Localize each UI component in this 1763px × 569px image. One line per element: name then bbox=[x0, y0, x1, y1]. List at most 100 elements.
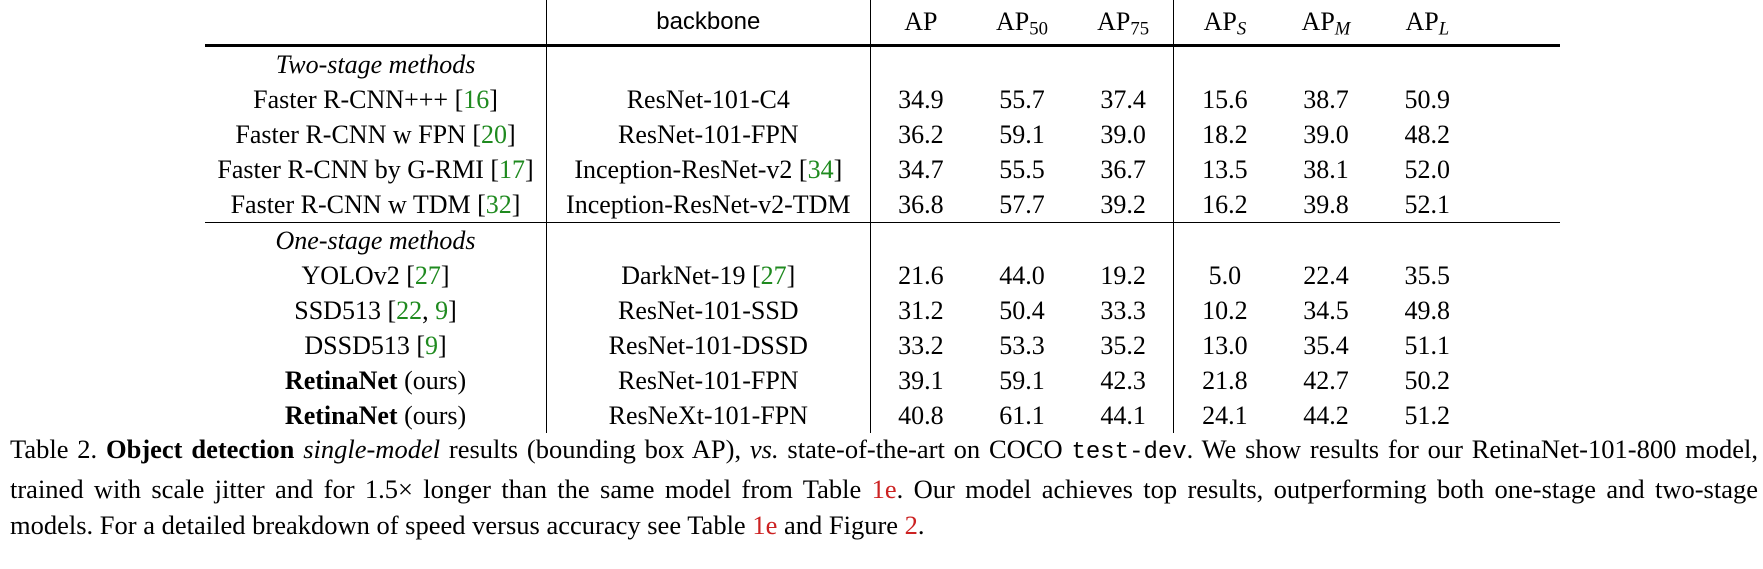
apm-header: APM bbox=[1301, 7, 1351, 40]
backbone-cell: Inception-ResNet-v2-TDM bbox=[546, 187, 870, 223]
ap-cell: 39.1 bbox=[869, 363, 972, 398]
citation-link[interactable]: 27 bbox=[760, 261, 787, 290]
ap50-cell: 50.4 bbox=[999, 296, 1045, 325]
section-one-stage: One-stage methods bbox=[205, 222, 1560, 258]
method-cell: YOLOv2 [27] bbox=[301, 261, 450, 290]
table-row: Faster R-CNN w TDM [32] Inception-ResNet… bbox=[205, 187, 1560, 223]
apl-cell: 50.9 bbox=[1404, 85, 1451, 114]
apl-header: APL bbox=[1405, 7, 1450, 40]
backbone-cell: Inception-ResNet-v2 [34] bbox=[546, 152, 870, 187]
backbone-header: backbone bbox=[546, 0, 870, 46]
aps-cell: 13.0 bbox=[1173, 328, 1276, 363]
ap50-cell: 53.3 bbox=[999, 331, 1045, 360]
method-cell: Faster R-CNN by G-RMI [17] bbox=[217, 155, 534, 184]
ap75-cell: 39.2 bbox=[1100, 190, 1146, 219]
section-two-stage: Two-stage methods bbox=[205, 45, 1560, 82]
ap-header: AP bbox=[869, 0, 972, 46]
ap75-cell: 39.0 bbox=[1100, 120, 1146, 149]
aps-cell: 13.5 bbox=[1173, 152, 1276, 187]
aps-cell: 16.2 bbox=[1173, 187, 1276, 223]
ap50-cell: 59.1 bbox=[999, 366, 1045, 395]
ap50-cell: 44.0 bbox=[999, 261, 1045, 290]
table-row: RetinaNet (ours) ResNeXt-101-FPN 40.8 61… bbox=[205, 398, 1560, 433]
apl-cell: 48.2 bbox=[1404, 120, 1451, 149]
table-row: DSSD513 [9] ResNet-101-DSSD 33.2 53.3 35… bbox=[205, 328, 1560, 363]
apm-cell: 44.2 bbox=[1303, 401, 1349, 430]
table-row: YOLOv2 [27] DarkNet-19 [27] 21.6 44.0 19… bbox=[205, 258, 1560, 293]
ap-cell: 40.8 bbox=[869, 398, 972, 433]
citation-link[interactable]: 16 bbox=[463, 85, 490, 114]
table-caption: Table 2. Object detection single-model r… bbox=[10, 433, 1759, 540]
ap75-cell: 37.4 bbox=[1100, 85, 1146, 114]
ap75-cell: 44.1 bbox=[1100, 401, 1146, 430]
ap75-cell: 33.3 bbox=[1100, 296, 1146, 325]
method-cell: Faster R-CNN w FPN [20] bbox=[235, 120, 516, 149]
method-cell: RetinaNet (ours) bbox=[284, 366, 467, 395]
section-label: One-stage methods bbox=[205, 222, 547, 258]
aps-cell: 10.2 bbox=[1173, 293, 1276, 328]
apm-cell: 39.8 bbox=[1303, 190, 1349, 219]
table-row: Faster R-CNN by G-RMI [17] Inception-Res… bbox=[205, 152, 1560, 187]
citation-link[interactable]: 22 bbox=[396, 296, 423, 325]
ap50-header: AP50 bbox=[996, 7, 1048, 40]
ap75-cell: 36.7 bbox=[1100, 155, 1146, 184]
table-ref-link[interactable]: 1e bbox=[752, 509, 778, 540]
apm-cell: 39.0 bbox=[1303, 120, 1349, 149]
ap50-cell: 57.7 bbox=[999, 190, 1045, 219]
apm-cell: 42.7 bbox=[1303, 366, 1349, 395]
backbone-cell: ResNet-101-FPN bbox=[546, 363, 870, 398]
ap-cell: 36.8 bbox=[869, 187, 972, 223]
aps-cell: 21.8 bbox=[1173, 363, 1276, 398]
backbone-cell: ResNet-101-C4 bbox=[546, 82, 870, 117]
ap75-cell: 35.2 bbox=[1100, 331, 1146, 360]
apl-cell: 52.1 bbox=[1404, 190, 1451, 219]
citation-link[interactable]: 17 bbox=[499, 155, 526, 184]
ap-cell: 36.2 bbox=[869, 117, 972, 152]
apm-cell: 34.5 bbox=[1303, 296, 1349, 325]
ap75-cell: 42.3 bbox=[1100, 366, 1146, 395]
citation-link[interactable]: 20 bbox=[481, 120, 507, 149]
method-cell: SSD513 [22, 9] bbox=[294, 296, 457, 325]
aps-cell: 15.6 bbox=[1173, 82, 1276, 117]
apl-cell: 35.5 bbox=[1404, 261, 1451, 290]
apm-cell: 22.4 bbox=[1303, 261, 1349, 290]
table-row: Faster R-CNN+++ [16] ResNet-101-C4 34.9 … bbox=[205, 82, 1560, 117]
aps-cell: 18.2 bbox=[1173, 117, 1276, 152]
method-cell: Faster R-CNN+++ [16] bbox=[253, 85, 498, 114]
table-ref-link[interactable]: 1e bbox=[871, 473, 897, 504]
figure-ref-link[interactable]: 2 bbox=[904, 509, 918, 540]
ap50-cell: 61.1 bbox=[999, 401, 1045, 430]
ap75-header: AP75 bbox=[1097, 7, 1150, 40]
method-header bbox=[205, 0, 547, 46]
table-row: RetinaNet (ours) ResNet-101-FPN 39.1 59.… bbox=[205, 363, 1560, 398]
apl-cell: 50.2 bbox=[1404, 366, 1451, 395]
citation-link[interactable]: 9 bbox=[425, 331, 439, 360]
backbone-cell: DarkNet-19 [27] bbox=[546, 258, 870, 293]
aps-header: APS bbox=[1173, 0, 1276, 46]
backbone-cell: ResNet-101-DSSD bbox=[546, 328, 870, 363]
citation-link[interactable]: 27 bbox=[414, 261, 441, 290]
section-label: Two-stage methods bbox=[275, 50, 476, 79]
ap50-cell: 59.1 bbox=[999, 120, 1045, 149]
method-cell: Faster R-CNN w TDM [32] bbox=[230, 190, 521, 219]
method-cell: RetinaNet (ours) bbox=[284, 401, 467, 430]
apm-cell: 38.1 bbox=[1303, 155, 1349, 184]
aps-cell: 24.1 bbox=[1173, 398, 1276, 433]
backbone-cell: ResNet-101-FPN bbox=[546, 117, 870, 152]
header-row: backbone AP AP50 AP75 APS APM APL bbox=[205, 0, 1560, 46]
apl-cell: 49.8 bbox=[1404, 296, 1451, 325]
apm-cell: 38.7 bbox=[1303, 85, 1349, 114]
citation-link[interactable]: 34 bbox=[807, 155, 834, 184]
trailing-header bbox=[1478, 0, 1560, 46]
apl-cell: 52.0 bbox=[1404, 155, 1451, 184]
backbone-cell: ResNet-101-SSD bbox=[546, 293, 870, 328]
ap-cell: 34.7 bbox=[869, 152, 972, 187]
results-table: backbone AP AP50 AP75 APS APM APL Two-st… bbox=[205, 0, 1560, 433]
method-cell: DSSD513 [9] bbox=[304, 331, 447, 360]
ap50-cell: 55.7 bbox=[999, 85, 1045, 114]
table-row: Faster R-CNN w FPN [20] ResNet-101-FPN 3… bbox=[205, 117, 1560, 152]
citation-link[interactable]: 32 bbox=[485, 190, 512, 219]
ap-cell: 33.2 bbox=[869, 328, 972, 363]
citation-link[interactable]: 9 bbox=[435, 296, 449, 325]
ap-cell: 34.9 bbox=[869, 82, 972, 117]
